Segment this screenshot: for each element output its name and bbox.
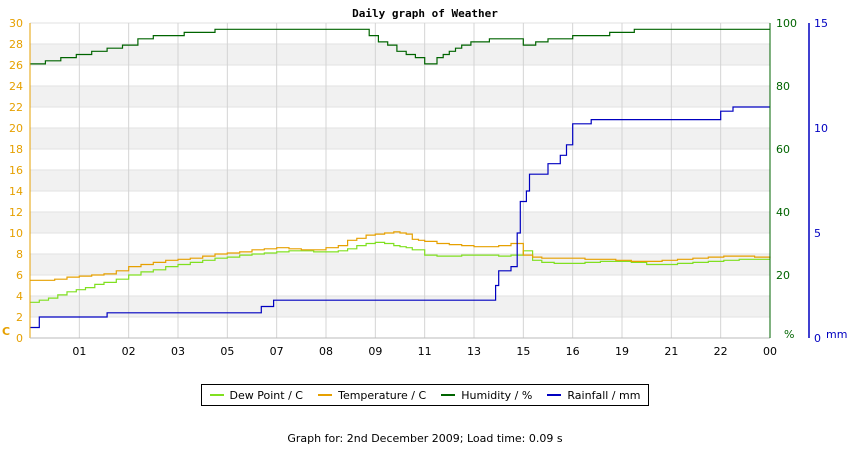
x-tick-label: 15 (516, 345, 530, 358)
legend-swatch-rainfall (547, 394, 562, 396)
grid-band (30, 170, 770, 191)
x-tick-label: 21 (664, 345, 678, 358)
legend-label-rainfall: Rainfall / mm (567, 388, 641, 402)
left-tick-label: 2 (16, 311, 23, 324)
left-tick-label: 28 (9, 38, 23, 51)
grid-band (30, 212, 770, 233)
left-tick-label: 12 (9, 206, 23, 219)
left-tick-label: 24 (9, 80, 23, 93)
chart-title: Daily graph of Weather (352, 7, 498, 20)
grid-band (30, 296, 770, 317)
humidity-tick-label: 20 (776, 269, 790, 282)
grid-band (30, 128, 770, 149)
left-tick-label: 0 (16, 332, 23, 345)
series-line-0 (30, 241, 770, 303)
rain-tick-label: 5 (814, 227, 821, 240)
humidity-tick-label: 80 (776, 80, 790, 93)
series-layer (30, 28, 771, 329)
footer-text: Graph for: 2nd December 2009; Load time:… (287, 432, 563, 445)
left-tick-label: 14 (9, 185, 23, 198)
legend-label-temperature: Temperature / C (338, 388, 427, 402)
series-line-1 (30, 231, 771, 281)
x-tick-label: 05 (220, 345, 234, 358)
humidity-tick-label: 60 (776, 143, 790, 156)
legend-swatch-humidity (441, 394, 456, 396)
legend-item-dew-point: Dew Point / C (209, 388, 303, 402)
legend-swatch-temperature (318, 394, 333, 396)
x-tick-label: 02 (122, 345, 136, 358)
legend-swatch-dew-point (209, 394, 224, 396)
legend-item-temperature: Temperature / C (318, 389, 426, 402)
left-tick-label: 16 (9, 164, 23, 177)
grid-band (30, 44, 770, 65)
x-tick-label: 08 (319, 345, 333, 358)
rain-tick-label: 0 (814, 332, 821, 345)
x-tick-label: 13 (467, 345, 481, 358)
grid-band (30, 86, 770, 107)
vertical-grid (78, 23, 722, 338)
series-line-3 (30, 106, 770, 329)
rain-tick-label: 10 (814, 122, 828, 135)
left-tick-label: 8 (16, 248, 23, 261)
humidity-tick-label: 100 (776, 17, 797, 30)
x-tick-label: 09 (368, 345, 382, 358)
left-tick-label: 4 (16, 290, 23, 303)
grid-bands (30, 22, 770, 339)
left-tick-label: 30 (9, 17, 23, 30)
x-tick-label: 11 (418, 345, 432, 358)
left-tick-label: 10 (9, 227, 23, 240)
left-tick-label: 18 (9, 143, 23, 156)
x-tick-label: 22 (714, 345, 728, 358)
x-tick-label: 01 (72, 345, 86, 358)
legend-label-humidity: Humidity / % (461, 388, 533, 402)
left-tick-label: 6 (16, 269, 23, 282)
humidity-tick-label: 40 (776, 206, 790, 219)
left-axis-unit: C (2, 325, 10, 338)
legend-item-rainfall: Rainfall / mm (547, 389, 640, 402)
x-tick-label: 00 (763, 345, 777, 358)
rain-axis-unit: mm (826, 328, 847, 341)
legend-item-humidity: Humidity / % (441, 389, 532, 402)
axes: 01 02 03 05 07 08 09 11 13 15 16 19 21 22 000246810121… (2, 17, 847, 358)
x-tick-label: 07 (270, 345, 284, 358)
x-tick-label: 19 (615, 345, 629, 358)
rain-tick-label: 15 (814, 17, 828, 30)
legend: Dew Point / C Temperature / C Humidity /… (201, 384, 649, 406)
x-tick-label: 03 (171, 345, 185, 358)
series-line-2 (30, 28, 770, 65)
weather-chart: 01 02 03 05 07 08 09 11 13 15 16 19 21 22 000246810121… (2, 7, 847, 358)
left-tick-label: 26 (9, 59, 23, 72)
x-tick-label: 16 (566, 345, 580, 358)
humidity-axis-unit: % (784, 328, 794, 341)
left-tick-label: 20 (9, 122, 23, 135)
left-tick-label: 22 (9, 101, 23, 114)
legend-label-dew-point: Dew Point / C (229, 388, 303, 402)
